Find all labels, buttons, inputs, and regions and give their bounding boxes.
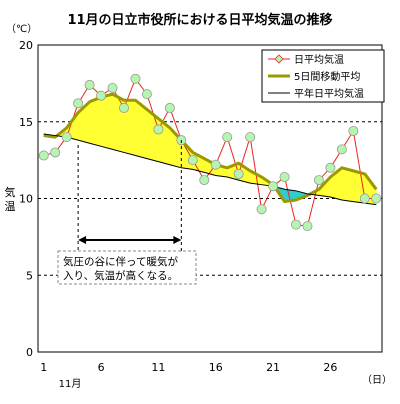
point-daily-day-3 <box>61 132 72 143</box>
x-unit-label: （日） <box>362 374 392 386</box>
y-tick-label-5: 5 <box>26 269 33 282</box>
legend-label-daily: 日平均気温 <box>294 53 344 66</box>
legend-label-moving: 5日間移動平均 <box>294 70 360 83</box>
annotation-arrowhead-right <box>173 236 182 244</box>
x-axis-label: 11月 <box>59 378 82 390</box>
point-daily-day-26 <box>325 162 336 173</box>
y-axis-label-char-2: 温 <box>5 200 16 213</box>
annotation-box <box>57 250 197 285</box>
annotation-text-line-1: 気圧の谷に伴って暖気が <box>63 255 178 268</box>
fill-group <box>43 93 377 205</box>
y-tick-label-10: 10 <box>19 193 33 206</box>
point-daily-day-9 <box>130 73 141 84</box>
y-tick-label-20: 20 <box>19 39 33 52</box>
chart-title: 11月の日立市役所における日平均気温の推移 <box>67 12 332 28</box>
annotation-box-group: 気圧の谷に伴って暖気が 入り、気温が高くなる。 <box>57 250 197 285</box>
point-daily-day-18 <box>233 168 244 179</box>
point-daily-day-29 <box>359 193 370 204</box>
point-daily-day-22 <box>279 172 290 183</box>
point-daily-day-1 <box>38 150 49 161</box>
fill-above-normal-5 <box>112 93 125 153</box>
fill-above-normal-3 <box>89 96 102 147</box>
point-daily-day-24 <box>302 221 313 232</box>
plot-frame <box>37 44 383 353</box>
point-daily-day-21 <box>268 181 279 192</box>
point-daily-day-19 <box>245 132 256 143</box>
point-daily-day-17 <box>222 132 233 143</box>
y-axis-label-char-1: 気 <box>5 185 16 199</box>
legend-marker-daily <box>274 54 284 64</box>
point-daily-day-11 <box>153 124 164 135</box>
axes-group <box>37 44 383 353</box>
point-daily-day-12 <box>164 102 175 113</box>
point-daily-day-16 <box>210 159 221 170</box>
point-daily-day-15 <box>199 175 210 186</box>
point-daily-day-20 <box>256 204 267 215</box>
y-unit-label: （℃） <box>6 23 37 35</box>
point-daily-day-25 <box>313 175 324 186</box>
point-daily-day-23 <box>290 219 301 230</box>
x-tick-label-16: 16 <box>209 361 223 374</box>
point-daily-day-2 <box>50 147 61 158</box>
point-daily-day-4 <box>73 98 84 109</box>
point-daily-day-10 <box>141 89 152 100</box>
point-daily-day-28 <box>348 125 359 136</box>
point-daily-day-27 <box>336 144 347 155</box>
y-axis-label: 気 温 <box>5 185 16 213</box>
fill-above-normal-4 <box>100 93 113 150</box>
annotation-arrowhead-left <box>78 236 87 244</box>
y-tick-label-0: 0 <box>26 346 33 359</box>
series-line-normal <box>43 133 377 206</box>
x-tick-label-26: 26 <box>323 361 337 374</box>
legend: 日平均気温 5日間移動平均 平年日平均気温 <box>261 49 385 103</box>
point-daily-day-8 <box>119 102 130 113</box>
point-daily-day-6 <box>96 90 107 101</box>
point-daily-day-7 <box>107 82 118 93</box>
y-tick-label-15: 15 <box>19 116 33 129</box>
x-tick-label-1: 1 <box>40 361 47 374</box>
point-daily-day-30 <box>371 193 382 204</box>
x-tick-label-6: 6 <box>98 361 105 374</box>
annotation-text-line-2: 入り、気温が高くなる。 <box>63 269 178 282</box>
legend-label-normal: 平年日平均気温 <box>294 87 364 100</box>
x-tick-label-11: 11 <box>151 361 165 374</box>
annotation-group <box>77 140 182 254</box>
markers-group <box>38 73 382 232</box>
x-tick-label-21: 21 <box>266 361 280 374</box>
point-daily-day-14 <box>187 155 198 166</box>
point-daily-day-5 <box>84 79 95 90</box>
fill-above-normal-23 <box>341 167 354 202</box>
